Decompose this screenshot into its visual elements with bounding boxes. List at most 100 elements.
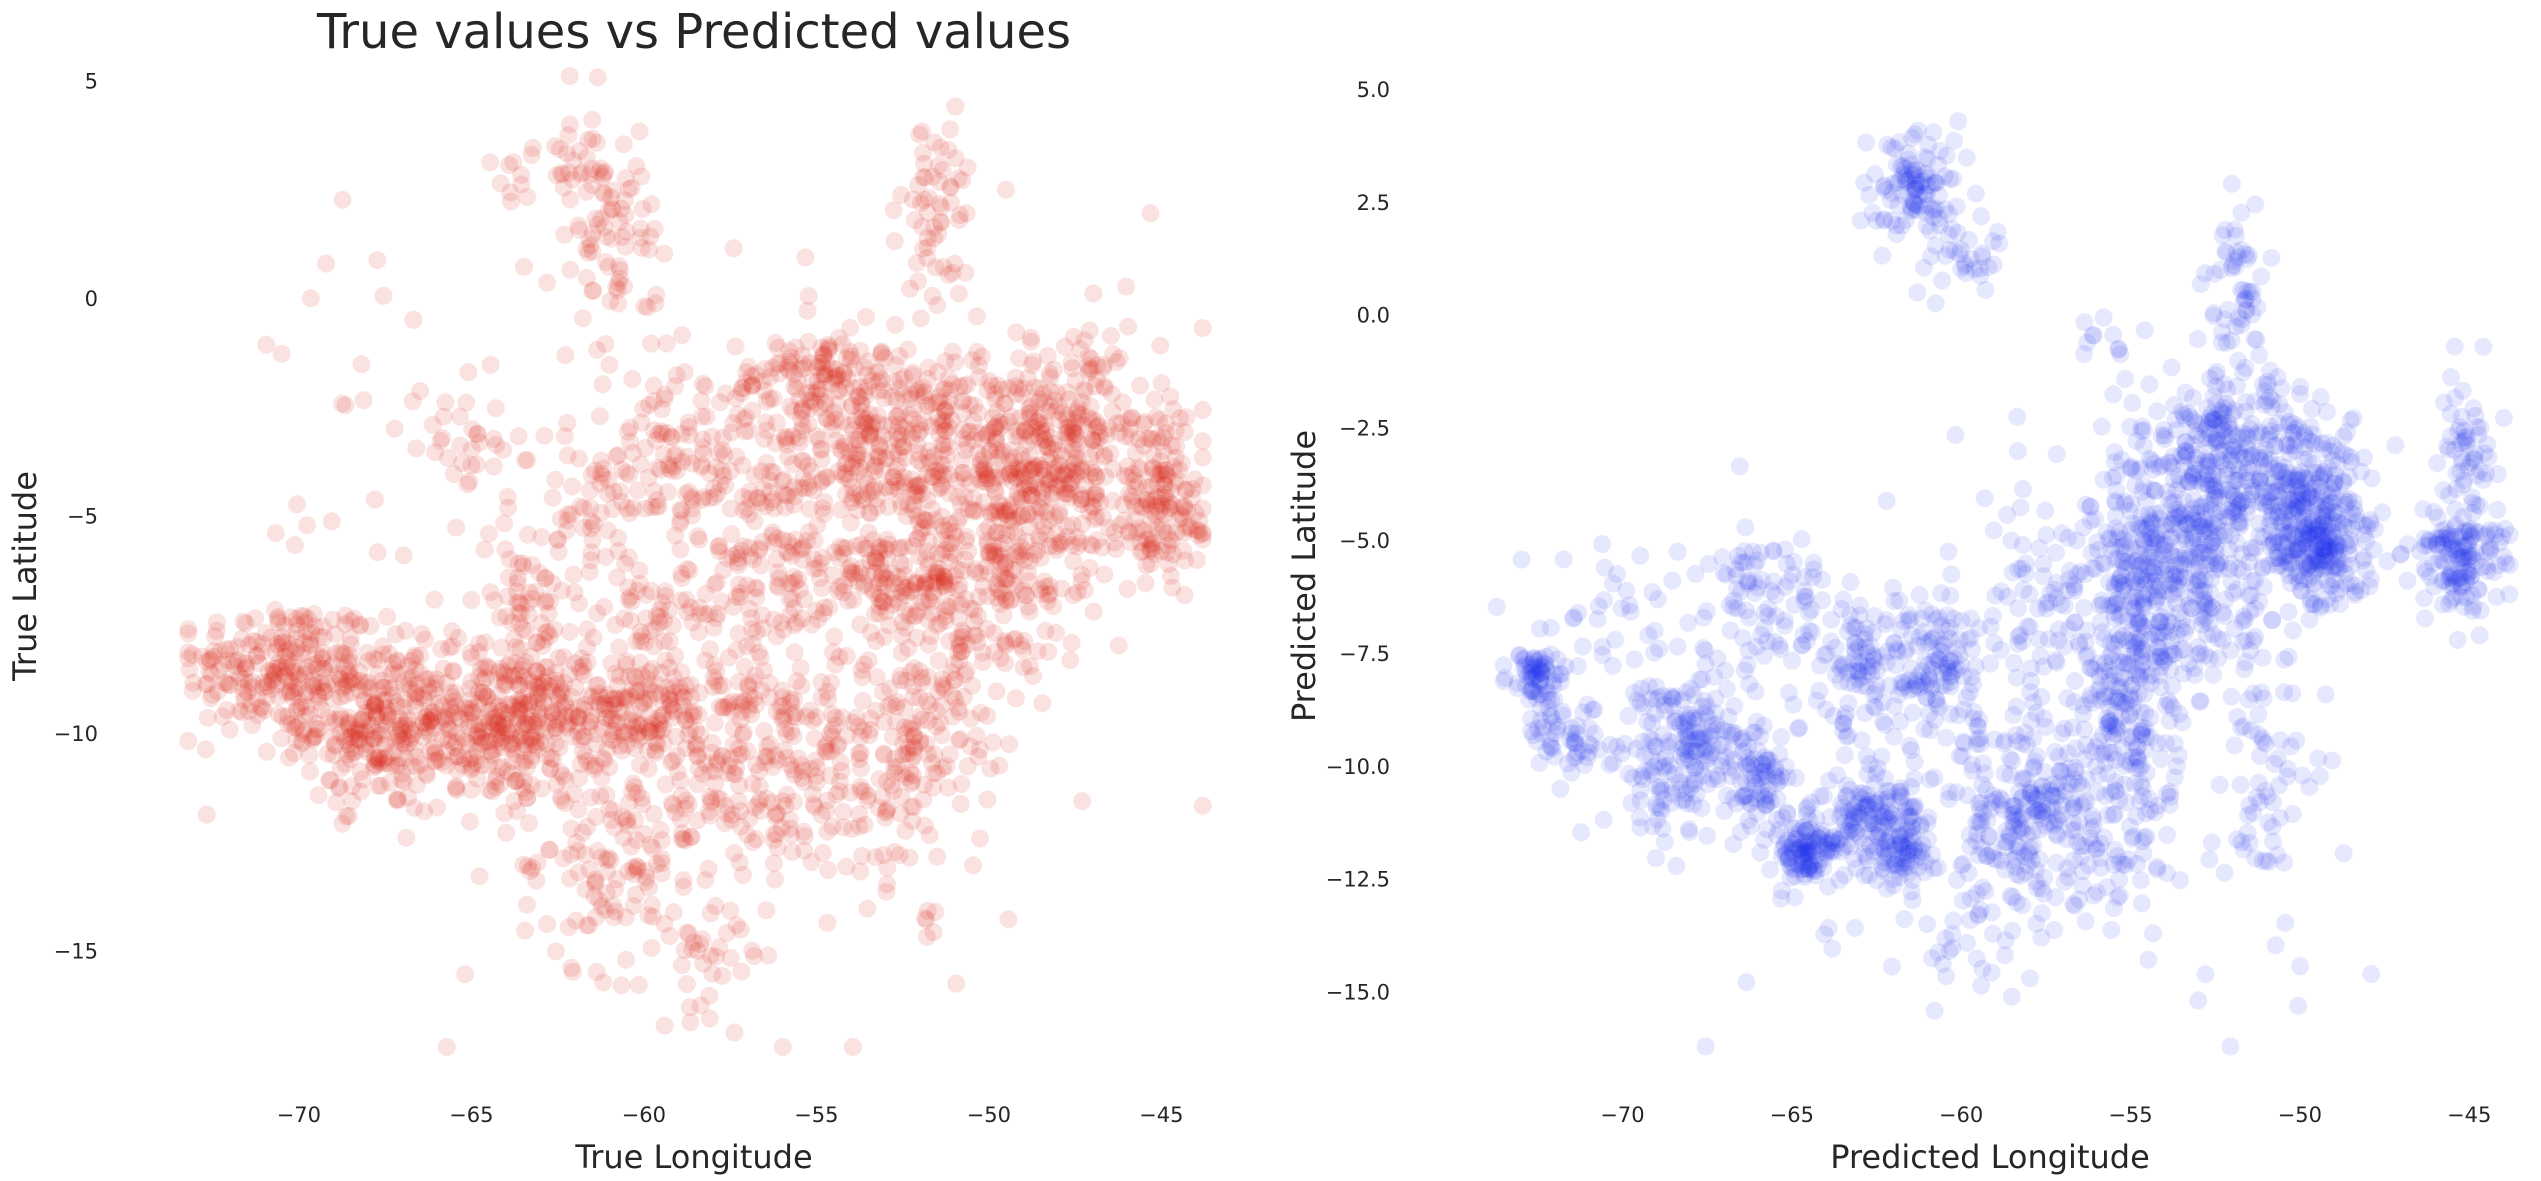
data-point [325, 735, 344, 754]
data-point [290, 646, 309, 665]
data-point [439, 731, 458, 750]
data-point [805, 559, 824, 578]
data-point [565, 785, 584, 803]
data-point [263, 670, 282, 689]
data-point [500, 156, 518, 174]
data-point [349, 724, 368, 743]
data-point [437, 715, 456, 734]
data-point [700, 1009, 719, 1028]
data-point [236, 659, 255, 678]
data-point [652, 831, 671, 850]
data-point [440, 707, 458, 726]
data-point [216, 640, 235, 659]
data-point [1648, 810, 1667, 829]
data-point [446, 779, 465, 797]
data-point [755, 429, 774, 448]
data-point [1064, 421, 1082, 440]
data-point [715, 446, 734, 465]
data-point [671, 514, 689, 533]
data-point [360, 735, 379, 754]
data-point [352, 710, 371, 729]
data-point [611, 482, 629, 501]
data-point [472, 755, 491, 774]
data-point [475, 540, 494, 559]
data-point [251, 699, 269, 718]
data-point [221, 640, 240, 658]
data-point [342, 673, 361, 692]
data-point [219, 675, 238, 694]
data-point [421, 710, 440, 729]
data-point [902, 797, 921, 816]
data-point [437, 756, 456, 775]
data-point [958, 158, 977, 177]
data-point [375, 678, 394, 697]
data-point [967, 626, 986, 645]
data-point [402, 757, 421, 775]
data-point [336, 755, 355, 774]
data-point [509, 604, 528, 623]
data-point [339, 653, 358, 672]
data-point [697, 407, 716, 426]
data-point [462, 760, 480, 779]
data-point [434, 659, 453, 678]
data-point [417, 708, 436, 727]
data-point [345, 609, 364, 628]
data-point [1118, 580, 1137, 598]
data-point [416, 707, 435, 726]
data-point [378, 754, 397, 772]
data-point [510, 676, 529, 695]
data-point [994, 443, 1013, 461]
data-point [978, 790, 997, 809]
data-point [314, 678, 333, 696]
data-point [532, 719, 551, 738]
data-point [560, 869, 579, 888]
data-point [459, 363, 478, 382]
data-point [586, 756, 605, 775]
data-point [293, 734, 311, 753]
data-point [921, 417, 940, 436]
data-point [969, 403, 988, 422]
data-point [1627, 739, 1646, 758]
data-point [358, 711, 377, 730]
data-point [403, 392, 422, 411]
data-point [287, 622, 306, 641]
data-point [553, 766, 572, 785]
data-point [268, 659, 287, 678]
data-point [546, 470, 565, 489]
data-point [489, 697, 508, 716]
data-point [673, 326, 691, 345]
data-point [423, 703, 442, 722]
data-point [655, 244, 674, 263]
data-point [473, 688, 492, 707]
data-point [365, 748, 384, 767]
data-point [885, 232, 904, 251]
data-point [234, 685, 253, 704]
data-point [314, 660, 333, 678]
data-point [606, 664, 625, 683]
data-point [551, 763, 570, 782]
data-point [538, 667, 557, 686]
data-point [252, 642, 271, 661]
data-point [892, 643, 911, 662]
data-point [502, 695, 521, 714]
data-point [807, 708, 826, 727]
data-point [365, 649, 384, 668]
data-point [486, 399, 505, 418]
data-point [317, 254, 336, 273]
data-point [851, 862, 870, 881]
data-point [880, 679, 899, 698]
data-point [368, 543, 387, 562]
data-point [295, 607, 314, 626]
data-point [510, 701, 529, 720]
x-tick-label: −55 [794, 1103, 838, 1127]
data-point [593, 375, 612, 394]
data-point [617, 950, 635, 969]
data-point [341, 635, 360, 654]
data-point [569, 708, 588, 727]
data-point [812, 440, 831, 459]
data-point [399, 669, 418, 688]
data-point [461, 690, 480, 709]
data-point [388, 791, 407, 810]
data-point [436, 709, 455, 728]
data-point [314, 617, 333, 636]
